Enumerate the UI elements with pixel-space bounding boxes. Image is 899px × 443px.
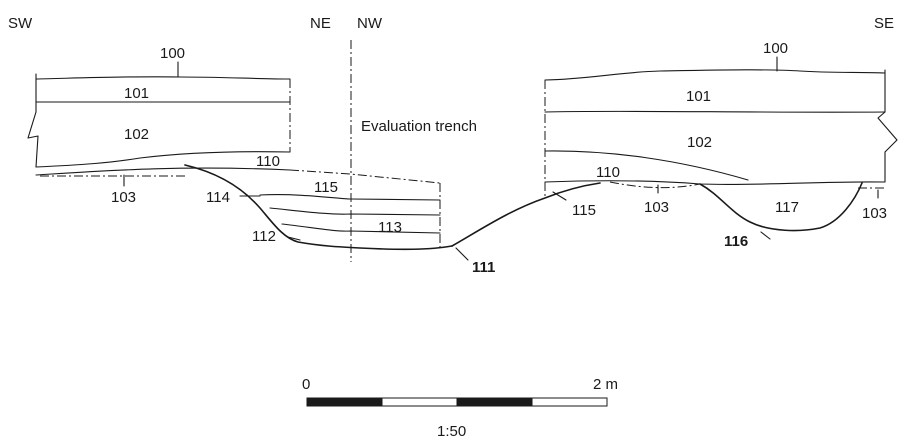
layer-101-left: 101 (124, 85, 149, 102)
layer-111: 111 (472, 259, 495, 276)
layer-116: 116 (724, 233, 748, 250)
scale-segment-2 (381, 397, 458, 407)
trench-title: Evaluation trench (361, 118, 477, 135)
orientation-nw: NW (357, 15, 383, 32)
layer-101-right: 101 (686, 88, 711, 105)
layer-100-right: 100 (763, 40, 788, 57)
right-section (451, 56, 898, 247)
scale-segment-1 (306, 397, 383, 407)
scale-segment-3 (456, 397, 533, 407)
layer-103-left: 103 (111, 189, 136, 206)
layer-100-left: 100 (160, 45, 185, 62)
layer-117: 117 (775, 199, 799, 216)
orientation-se: SE (874, 15, 894, 32)
layer-labels: 100 101 102 103 110 115 114 113 112 111 … (111, 40, 887, 276)
layer-113: 113 (378, 219, 402, 236)
layer-102-left: 102 (124, 126, 149, 143)
scale-ratio: 1:50 (437, 423, 466, 440)
layer-114: 114 (206, 189, 230, 206)
layer-110-right: 110 (596, 164, 620, 181)
layer-115-right: 115 (572, 202, 596, 219)
scale-bar: 0 2 m 1:50 (302, 376, 618, 440)
orientation-sw: SW (8, 15, 33, 32)
scale-start-label: 0 (302, 376, 310, 393)
scale-segment-4 (531, 397, 608, 407)
orientation-ne: NE (310, 15, 331, 32)
layer-110-left: 110 (256, 153, 280, 170)
left-section (27, 61, 469, 261)
layer-112: 112 (252, 228, 276, 245)
layer-103-mid: 103 (644, 199, 669, 216)
layer-115-left: 115 (314, 179, 338, 196)
layer-103-right: 103 (862, 205, 887, 222)
layer-102-right: 102 (687, 134, 712, 151)
scale-end-label: 2 m (593, 376, 618, 393)
